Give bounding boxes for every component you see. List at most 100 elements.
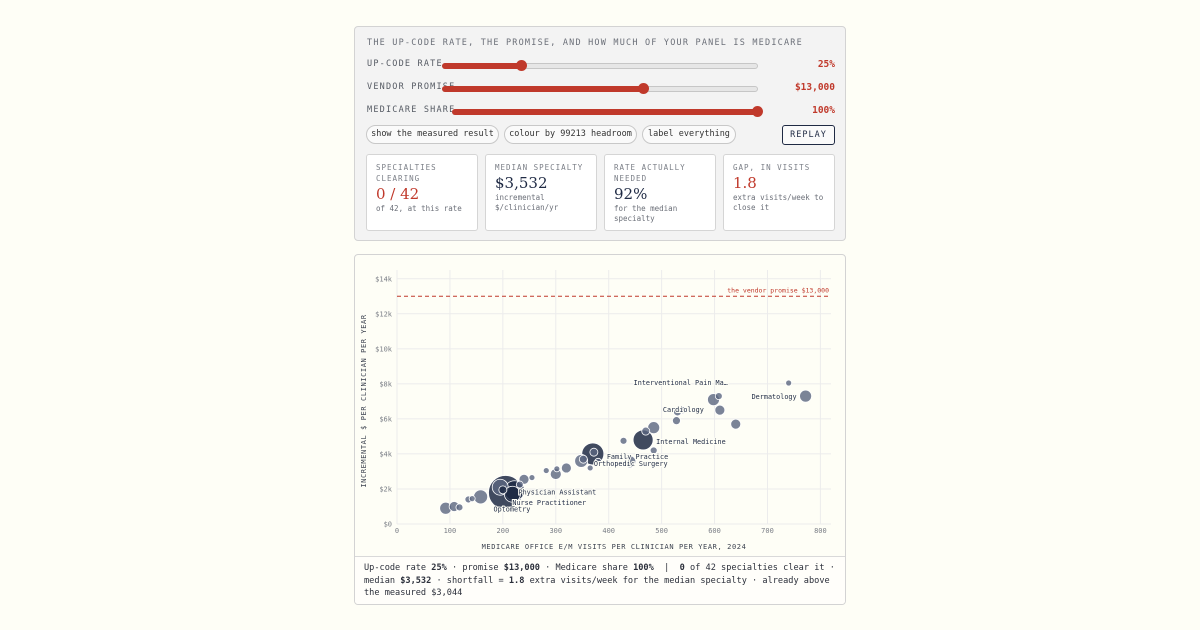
caption-rate: 25% — [431, 563, 447, 573]
data-point — [678, 406, 687, 415]
data-point — [714, 392, 723, 401]
caption-text: · Medicare share — [539, 563, 634, 573]
medicare-share-slider-row: MEDICARE SHARE 100% — [367, 104, 835, 120]
medicare-share-label: MEDICARE SHARE — [367, 105, 456, 115]
upcode-rate-value: 25% — [817, 59, 835, 70]
x-tick-label: 500 — [655, 527, 668, 535]
card-specialties-clearing: SPECIALTIES CLEARING 0 / 42 of 42, at th… — [366, 154, 478, 231]
x-tick-label: 200 — [497, 527, 510, 535]
data-point — [785, 379, 793, 387]
vendor-promise-slider-row: VENDOR PROMISE $13,000 — [367, 81, 835, 97]
data-point — [619, 436, 628, 445]
x-tick-label: 100 — [444, 527, 457, 535]
medicare-share-slider-thumb[interactable] — [751, 106, 763, 117]
card-sub: extra visits/week to close it — [733, 193, 824, 212]
caption-promise: $13,000 — [503, 563, 540, 573]
show-measured-result-toggle[interactable]: show the measured result — [366, 125, 499, 144]
vendor-promise-label: VENDOR PROMISE — [367, 82, 456, 92]
x-tick-label: 700 — [761, 527, 774, 535]
card-value: 1.8 — [733, 174, 757, 192]
upcode-rate-slider-thumb[interactable] — [516, 60, 527, 71]
upcode-rate-slider[interactable] — [442, 60, 758, 71]
card-gap-in-visits: GAP, IN VISITS 1.8 extra visits/week to … — [723, 154, 835, 231]
caption-text: · shortfall = — [431, 575, 509, 586]
upcode-rate-label: UP-CODE RATE — [367, 59, 443, 69]
upcode-rate-slider-row: UP-CODE RATE 25% — [367, 58, 835, 74]
controls-panel: THE UP-CODE RATE, THE PROMISE, AND HOW M… — [354, 26, 846, 241]
caption-text: · promise — [446, 563, 504, 573]
vendor-promise-slider-thumb[interactable] — [638, 83, 650, 94]
card-label: MEDIAN SPECIALTY — [495, 163, 584, 172]
point-labels: Optometry Physician Assistant Nurse Practi… — [493, 378, 798, 514]
y-tick-label: $14k — [375, 275, 393, 283]
card-sub: incremental $/clinician/yr — [495, 193, 559, 212]
card-label: SPECIALTIES CLEARING — [376, 163, 437, 183]
data-point — [641, 426, 651, 436]
caption-separator: | — [653, 563, 680, 573]
card-value: 0 / 42 — [376, 185, 420, 203]
card-label: RATE ACTUALLY NEEDED — [614, 163, 686, 183]
data-point — [623, 455, 637, 469]
data-point — [473, 489, 489, 505]
y-tick-label: $12k — [375, 310, 393, 318]
medicare-share-slider[interactable] — [452, 106, 763, 117]
chart-panel: 0 100 200 300 400 500 600 700 800 $0 $2k $4k $6k $8k $… — [354, 254, 846, 605]
x-tick-label: 0 — [395, 527, 399, 535]
label-everything-toggle[interactable]: label everything — [642, 125, 736, 144]
medicare-share-value: 100% — [812, 105, 835, 116]
axes: 0 100 200 300 400 500 600 700 800 $0 $2k $4k $6k $8k $… — [375, 275, 827, 535]
caption-text: extra visits/week for the median special… — [364, 575, 830, 599]
card-value: $3,532 — [495, 174, 548, 192]
vendor-promise-slider[interactable] — [442, 83, 758, 94]
colour-by-headroom-toggle[interactable]: colour by 99213 headroom — [504, 125, 637, 144]
y-tick-label: $6k — [379, 415, 392, 423]
vendor-promise-value: $13,000 — [794, 82, 835, 93]
x-axis-title: MEDICARE OFFICE E/M VISITS PER CLINICIAN… — [482, 543, 747, 551]
data-point — [455, 503, 464, 512]
y-axis-title: INCREMENTAL $ PER CLINICIAN PER YEAR — [360, 314, 368, 488]
data-point — [553, 465, 561, 473]
vendor-promise-line: the vendor promise $13,000 — [397, 286, 831, 297]
x-tick-label: 300 — [549, 527, 562, 535]
caption-text: Up-code rate — [364, 563, 432, 573]
summary-caption: Up-code rate 25% · promise $13,000 · Med… — [355, 556, 845, 604]
controls-title: THE UP-CODE RATE, THE PROMISE, AND HOW M… — [367, 38, 803, 48]
y-tick-label: $4k — [379, 450, 392, 458]
y-tick-label: $0 — [384, 521, 392, 529]
point-label: Interventional Pain Ma… — [634, 379, 728, 387]
data-point — [515, 480, 524, 489]
upcode-rate-slider-fill — [442, 63, 522, 69]
point-label: Nurse Practitioner — [512, 499, 586, 507]
card-label: GAP, IN VISITS — [733, 163, 811, 172]
point-label: Orthopedic Surgery — [594, 460, 668, 468]
y-tick-label: $8k — [379, 380, 392, 388]
card-rate-needed: RATE ACTUALLY NEEDED 92% for the median … — [604, 154, 716, 231]
data-point — [503, 485, 521, 503]
grid — [396, 270, 831, 525]
data-points — [439, 379, 812, 515]
medicare-share-slider-fill — [452, 109, 757, 115]
data-point — [578, 454, 588, 464]
point-label: Family Practice — [607, 453, 668, 461]
card-value: 92% — [614, 185, 648, 203]
card-sub: for the median specialty — [614, 204, 678, 223]
x-tick-label: 400 — [602, 527, 615, 535]
data-point — [560, 462, 572, 474]
data-point — [528, 474, 536, 481]
point-label: Physician Assistant — [518, 489, 596, 497]
caption-clearing: 0 — [679, 563, 685, 573]
data-point — [498, 485, 508, 495]
caption-shortfall: 1.8 — [508, 575, 525, 586]
data-point — [542, 467, 550, 474]
y-tick-label: $2k — [379, 485, 392, 493]
reference-line-label: the vendor promise $13,000 — [727, 286, 829, 294]
caption-share: 100% — [633, 563, 654, 573]
point-label: Internal Medicine — [656, 438, 726, 446]
data-point — [799, 389, 812, 403]
x-tick-label: 800 — [814, 527, 827, 535]
data-point — [586, 464, 594, 472]
card-sub: of 42, at this rate — [376, 204, 462, 213]
x-tick-label: 600 — [708, 527, 721, 535]
replay-button[interactable]: REPLAY — [782, 125, 835, 145]
data-point — [730, 418, 742, 430]
